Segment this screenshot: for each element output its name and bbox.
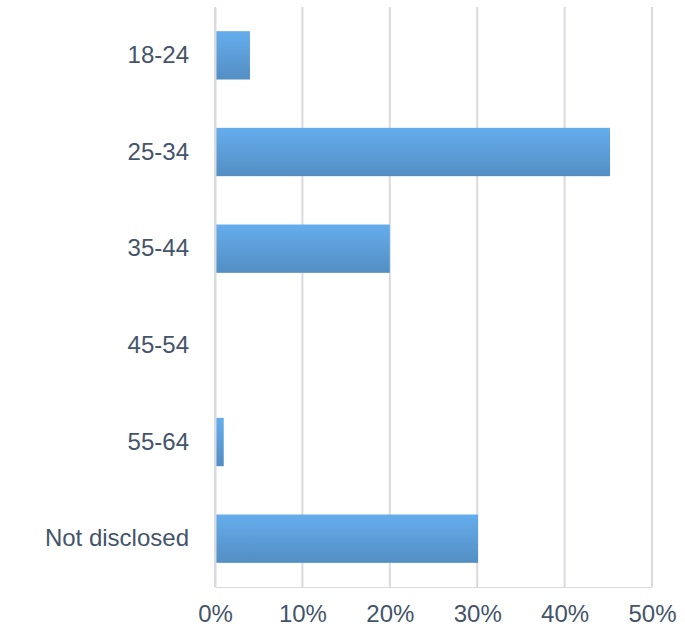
y-tick-label: 55-64 xyxy=(128,428,189,455)
grid xyxy=(215,7,652,587)
x-tick-label: 0% xyxy=(198,600,233,627)
grid-line xyxy=(389,7,391,587)
x-axis-line xyxy=(216,587,653,588)
x-tick-label: 30% xyxy=(454,600,502,627)
grid-line xyxy=(214,7,216,587)
x-tick: 10% xyxy=(279,587,327,627)
bar xyxy=(215,128,610,176)
y-tick: 18-24 xyxy=(128,41,215,68)
x-tick: 50% xyxy=(628,587,676,627)
y-tick-label: Not disclosed xyxy=(45,524,189,551)
y-axis-line xyxy=(215,8,217,588)
x-tick-label: 20% xyxy=(366,600,414,627)
y-tick-label: 25-34 xyxy=(128,138,189,165)
x-tick: 0% xyxy=(198,587,233,627)
y-tick: 45-54 xyxy=(128,331,215,358)
x-tick-label: 10% xyxy=(279,600,327,627)
x-tick: 40% xyxy=(541,587,589,627)
grid-line xyxy=(476,7,478,587)
x-tick: 30% xyxy=(454,587,502,627)
chart: 0% 10% 20% 30% 40% 50% 18-24 25-34 35-44 45-54 55-… xyxy=(0,0,685,642)
grid-line xyxy=(301,7,303,587)
x-tick-label: 40% xyxy=(541,600,589,627)
y-tick: 25-34 xyxy=(128,138,215,165)
grid-line xyxy=(651,7,653,587)
grid-line xyxy=(564,7,566,587)
x-tick-label: 50% xyxy=(628,600,676,627)
y-tick: Not disclosed xyxy=(45,524,215,551)
y-axis: 18-24 25-34 35-44 45-54 55-64 Not disclosed xyxy=(45,8,216,588)
bar xyxy=(215,515,478,563)
bar xyxy=(215,31,250,79)
y-tick-label: 35-44 xyxy=(128,234,189,261)
y-tick: 55-64 xyxy=(128,428,215,455)
bar xyxy=(215,225,390,273)
y-tick-label: 18-24 xyxy=(128,41,189,68)
x-tick: 20% xyxy=(366,587,414,627)
y-tick-label: 45-54 xyxy=(128,331,189,358)
x-axis: 0% 10% 20% 30% 40% 50% xyxy=(198,587,676,627)
bars xyxy=(215,31,610,563)
y-tick: 35-44 xyxy=(128,234,215,261)
